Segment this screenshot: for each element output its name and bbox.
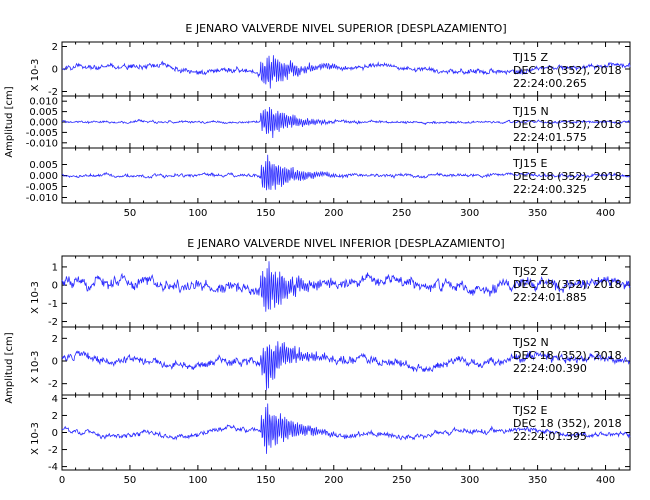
waveform-trace — [61, 341, 631, 391]
chart-title: E JENARO VALVERDE NIVEL INFERIOR [DESPLA… — [187, 237, 504, 250]
y-tick-label: 0.010 — [29, 97, 58, 108]
waveform-trace — [61, 154, 631, 191]
x-tick-label: 0 — [59, 475, 65, 486]
time-label: 22:24:01.885 — [513, 291, 587, 304]
x-tick-label: 400 — [596, 208, 615, 219]
x-tick-label: 300 — [460, 475, 479, 486]
y-tick-label: -0.005 — [26, 182, 58, 193]
chart-inferior: E JENARO VALVERDE NIVEL INFERIOR [DESPLA… — [4, 237, 631, 486]
y-tick-label: -0.010 — [26, 193, 58, 204]
date-label: DEC 18 (352), 2018 — [513, 349, 622, 362]
x-tick-label: 350 — [528, 475, 547, 486]
date-label: DEC 18 (352), 2018 — [513, 170, 622, 183]
scale-factor-label: X 10-3 — [30, 59, 41, 92]
station-component-label: TJ15 Z — [512, 51, 548, 64]
waveform-trace — [62, 106, 631, 139]
x-tick-label: 400 — [596, 475, 615, 486]
x-tick-label: 350 — [528, 208, 547, 219]
y-tick-label: -2 — [48, 445, 58, 456]
y-tick-label: 2 — [52, 411, 58, 422]
y-tick-label: -0.005 — [26, 128, 58, 139]
scale-factor-label: X 10-3 — [30, 351, 41, 384]
waveform-trace — [61, 261, 631, 312]
date-label: DEC 18 (352), 2018 — [513, 118, 622, 131]
y-tick-label: 0 — [52, 428, 58, 439]
y-tick-label: 4 — [52, 394, 58, 405]
x-tick-label: 150 — [256, 208, 275, 219]
date-label: DEC 18 (352), 2018 — [513, 278, 622, 291]
station-component-label: TJS2 E — [512, 404, 547, 417]
scale-factor-label: X 10-3 — [30, 281, 41, 314]
scale-factor-label: X 10-3 — [30, 422, 41, 455]
x-tick-label: 200 — [324, 475, 343, 486]
x-tick-label: 200 — [324, 208, 343, 219]
y-tick-label: 0 — [52, 281, 58, 292]
x-tick-label: 300 — [460, 208, 479, 219]
x-tick-label: 100 — [188, 475, 207, 486]
y-tick-label: 0.005 — [29, 107, 58, 118]
y-tick-label: -2 — [48, 379, 58, 390]
waveform-trace — [61, 403, 631, 454]
station-component-label: TJS2 Z — [512, 265, 548, 278]
y-tick-label: 2 — [52, 334, 58, 345]
y-axis-label: Amplitud [cm] — [4, 86, 15, 157]
time-label: 22:24:01.575 — [513, 131, 587, 144]
y-tick-label: 0 — [52, 65, 58, 76]
y-tick-label: 1 — [52, 262, 58, 273]
date-label: DEC 18 (352), 2018 — [513, 417, 622, 430]
waveform-trace — [61, 55, 631, 89]
x-tick-label: 250 — [392, 475, 411, 486]
time-label: 22:24:00.390 — [513, 362, 587, 375]
y-tick-label: -4 — [48, 462, 58, 473]
x-tick-label: 250 — [392, 208, 411, 219]
y-tick-label: 0.000 — [29, 171, 58, 182]
time-label: 22:24:00.325 — [513, 183, 587, 196]
chart-superior: E JENARO VALVERDE NIVEL SUPERIOR [DESPLA… — [4, 22, 631, 219]
station-component-label: TJ15 N — [512, 105, 549, 118]
station-component-label: TJS2 N — [512, 336, 549, 349]
y-axis-label: Amplitud [cm] — [4, 332, 15, 403]
y-tick-label: 2 — [52, 42, 58, 53]
y-tick-label: 0.005 — [29, 160, 58, 171]
x-tick-label: 50 — [124, 475, 137, 486]
y-tick-label: -1 — [48, 299, 58, 310]
y-tick-label: -0.010 — [26, 138, 58, 149]
date-label: DEC 18 (352), 2018 — [513, 64, 622, 77]
y-tick-label: -2 — [48, 87, 58, 98]
x-tick-label: 100 — [188, 208, 207, 219]
chart-title: E JENARO VALVERDE NIVEL SUPERIOR [DESPLA… — [185, 22, 506, 35]
time-label: 22:24:00.265 — [513, 77, 587, 90]
x-tick-label: 50 — [124, 208, 137, 219]
y-tick-label: -2 — [48, 317, 58, 328]
time-label: 22:24:01.395 — [513, 430, 587, 443]
station-component-label: TJ15 E — [512, 157, 547, 170]
y-tick-label: 0 — [52, 357, 58, 368]
y-tick-label: 0.000 — [29, 118, 58, 129]
x-tick-label: 150 — [256, 475, 275, 486]
